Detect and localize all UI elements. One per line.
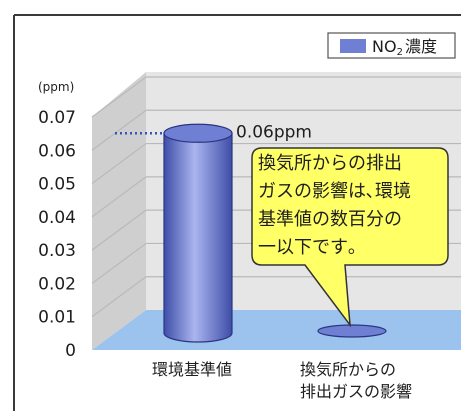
legend-main: NO [372, 37, 397, 56]
y-tick-label: 0 [65, 341, 76, 361]
bar-cylinder-top-0 [163, 123, 233, 143]
legend-sub: 2 [397, 47, 403, 58]
legend-label: NO2 濃度 [372, 37, 437, 58]
grid-diagonal-4 [91, 176, 147, 218]
chart-side-wall [92, 72, 146, 350]
bar-cylinder-top-1 [317, 324, 387, 338]
callout-line-2: ガスの影響は､環境 [258, 181, 411, 202]
y-tick-label: 0.04 [38, 208, 76, 228]
grid-diagonal-3 [91, 209, 147, 251]
grid-diagonal-2 [91, 242, 147, 284]
grid-diagonal-5 [91, 143, 147, 185]
callout-shape [251, 147, 449, 328]
legend: NO2 濃度 [327, 32, 456, 59]
y-tick-label: 0.01 [38, 308, 76, 328]
y-axis-ticks: 0 0.01 0.02 0.03 0.04 0.05 0.06 0.07 [38, 108, 76, 361]
chart-floor [92, 310, 461, 350]
y-tick-label: 0.05 [38, 175, 76, 195]
grid-diagonal-1 [91, 276, 147, 318]
y-tick-label: 0.03 [38, 241, 76, 261]
grid-diagonal-7 [91, 76, 147, 118]
category-label-1-line1: 換気所からの [300, 360, 396, 379]
callout-line-3: 基準値の数百分の [258, 209, 402, 230]
legend-suffix: 濃度 [405, 37, 437, 56]
callout-line-4: 一以下です｡ [258, 237, 357, 258]
legend-swatch [340, 39, 366, 53]
category-label-1-line2: 排出ガスの影響 [300, 382, 412, 401]
callout-bubble: 換気所からの排出 ガスの影響は､環境 基準値の数百分の 一以下です｡ [251, 147, 449, 328]
bar-cylinder-body-0 [163, 132, 233, 343]
y-tick-label: 0.07 [38, 108, 76, 128]
bars [163, 123, 387, 343]
bar-value-annotation: 0.06ppm [236, 122, 312, 142]
y-tick-label: 0.06 [38, 141, 76, 161]
y-axis-unit: (ppm) [38, 80, 74, 94]
grid-diagonal-6 [91, 109, 147, 151]
y-tick-label: 0.02 [38, 274, 76, 294]
category-label-0-line1: 環境基準値 [152, 360, 232, 379]
callout-line-1: 換気所からの排出 [258, 153, 402, 174]
